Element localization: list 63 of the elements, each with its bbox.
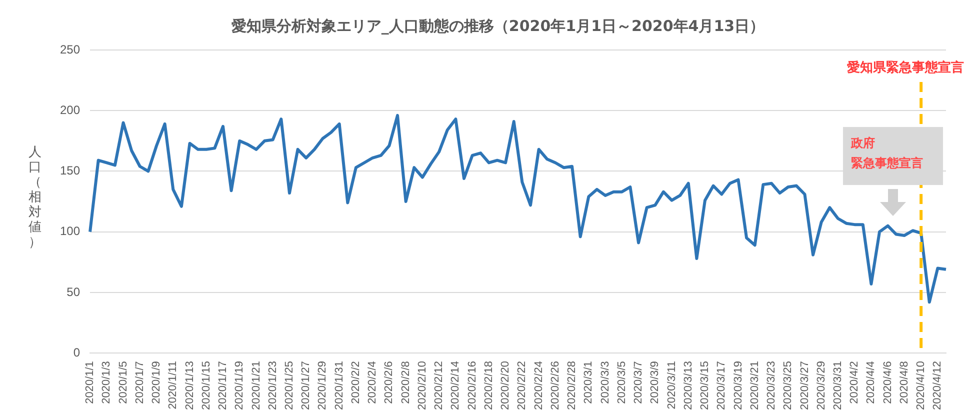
x-tick-label: 2020/3/19 <box>732 361 744 410</box>
y-axis-title: 人口（相対値） <box>28 145 42 250</box>
x-tick-label: 2020/2/22 <box>516 361 528 410</box>
x-tick-label: 2020/1/23 <box>266 361 279 410</box>
x-tick-label: 2020/3/31 <box>832 361 844 410</box>
annotation: 政府 <box>851 135 876 152</box>
x-tick-label: 2020/4/2 <box>848 361 861 404</box>
x-tick-label: 2020/4/8 <box>898 361 910 404</box>
x-tick-label: 2020/1/17 <box>217 361 230 410</box>
x-tick-label: 2020/4/4 <box>865 361 878 404</box>
x-tick-label: 2020/2/6 <box>383 361 396 404</box>
x-tick-label: 2020/4/6 <box>882 361 894 404</box>
x-tick-label: 2020/1/27 <box>300 361 312 410</box>
x-tick-label: 2020/1/25 <box>284 361 296 410</box>
y-tick-label: 100 <box>60 224 80 238</box>
x-tick-label: 2020/2/12 <box>433 361 446 410</box>
x-tick-label: 2020/2/10 <box>416 361 428 410</box>
x-tick-label: 2020/1/5 <box>117 361 130 404</box>
x-tick-label: 2020/1/1 <box>84 361 96 404</box>
x-tick-label: 2020/2/8 <box>400 361 412 404</box>
x-tick-label: 2020/1/13 <box>184 361 196 410</box>
x-tick-label: 2020/1/31 <box>333 361 346 410</box>
x-tick-label: 2020/2/14 <box>450 361 462 410</box>
x-tick-label: 2020/3/5 <box>616 361 628 404</box>
x-tick-label: 2020/2/28 <box>566 361 578 410</box>
x-tick-label: 2020/1/3 <box>100 361 113 404</box>
y-tick-label: 50 <box>66 284 80 299</box>
x-tick-label: 2020/2/4 <box>366 361 379 404</box>
x-tick-label: 2020/3/13 <box>682 361 694 410</box>
x-tick-label: 2020/3/1 <box>582 361 595 404</box>
x-tick-label: 2020/3/23 <box>766 361 778 410</box>
x-tick-label: 2020/1/29 <box>316 361 329 410</box>
x-tick-label: 2020/1/19 <box>234 361 246 410</box>
x-tick-label: 2020/1/15 <box>200 361 212 410</box>
x-tick-label: 2020/3/9 <box>649 361 662 404</box>
annotation: 緊急事態宣言 <box>851 155 924 172</box>
x-tick-label: 2020/1/21 <box>250 361 262 410</box>
x-tick-label: 2020/1/7 <box>134 361 146 404</box>
x-tick-label: 2020/3/15 <box>699 361 712 410</box>
x-tick-label: 2020/2/20 <box>500 361 512 410</box>
x-tick-label: 2020/2/18 <box>482 361 495 410</box>
x-tick-label: 2020/2/24 <box>532 361 545 410</box>
x-tick-label: 2020/4/12 <box>932 361 944 410</box>
x-tick-label: 2020/2/16 <box>466 361 478 410</box>
x-tick-label: 2020/3/25 <box>782 361 794 410</box>
x-tick-label: 2020/2/26 <box>549 361 562 410</box>
ref-line-label: 愛知県緊急事態宣言 <box>847 59 964 76</box>
x-tick-label: 2020/3/29 <box>815 361 828 410</box>
y-tick-label: 0 <box>73 345 80 360</box>
x-tick-label: 2020/3/17 <box>716 361 728 410</box>
x-tick-label: 2020/1/11 <box>167 361 180 410</box>
x-tick-label: 2020/4/10 <box>915 361 928 410</box>
x-tick-label: 2020/3/21 <box>748 361 761 410</box>
x-tick-label: 2020/3/3 <box>599 361 612 404</box>
y-tick-label: 200 <box>60 102 80 117</box>
x-tick-label: 2020/3/7 <box>632 361 645 404</box>
x-tick-label: 2020/3/11 <box>666 361 678 410</box>
y-tick-label: 150 <box>60 164 80 178</box>
y-tick-label: 250 <box>60 42 80 56</box>
x-tick-label: 2020/3/27 <box>798 361 811 410</box>
x-tick-label: 2020/1/9 <box>150 361 163 404</box>
x-tick-label: 2020/2/2 <box>350 361 362 404</box>
chart-title: 愛知県分析対象エリア_人口動態の推移（2020年1月1日～2020年4月13日） <box>231 16 765 35</box>
